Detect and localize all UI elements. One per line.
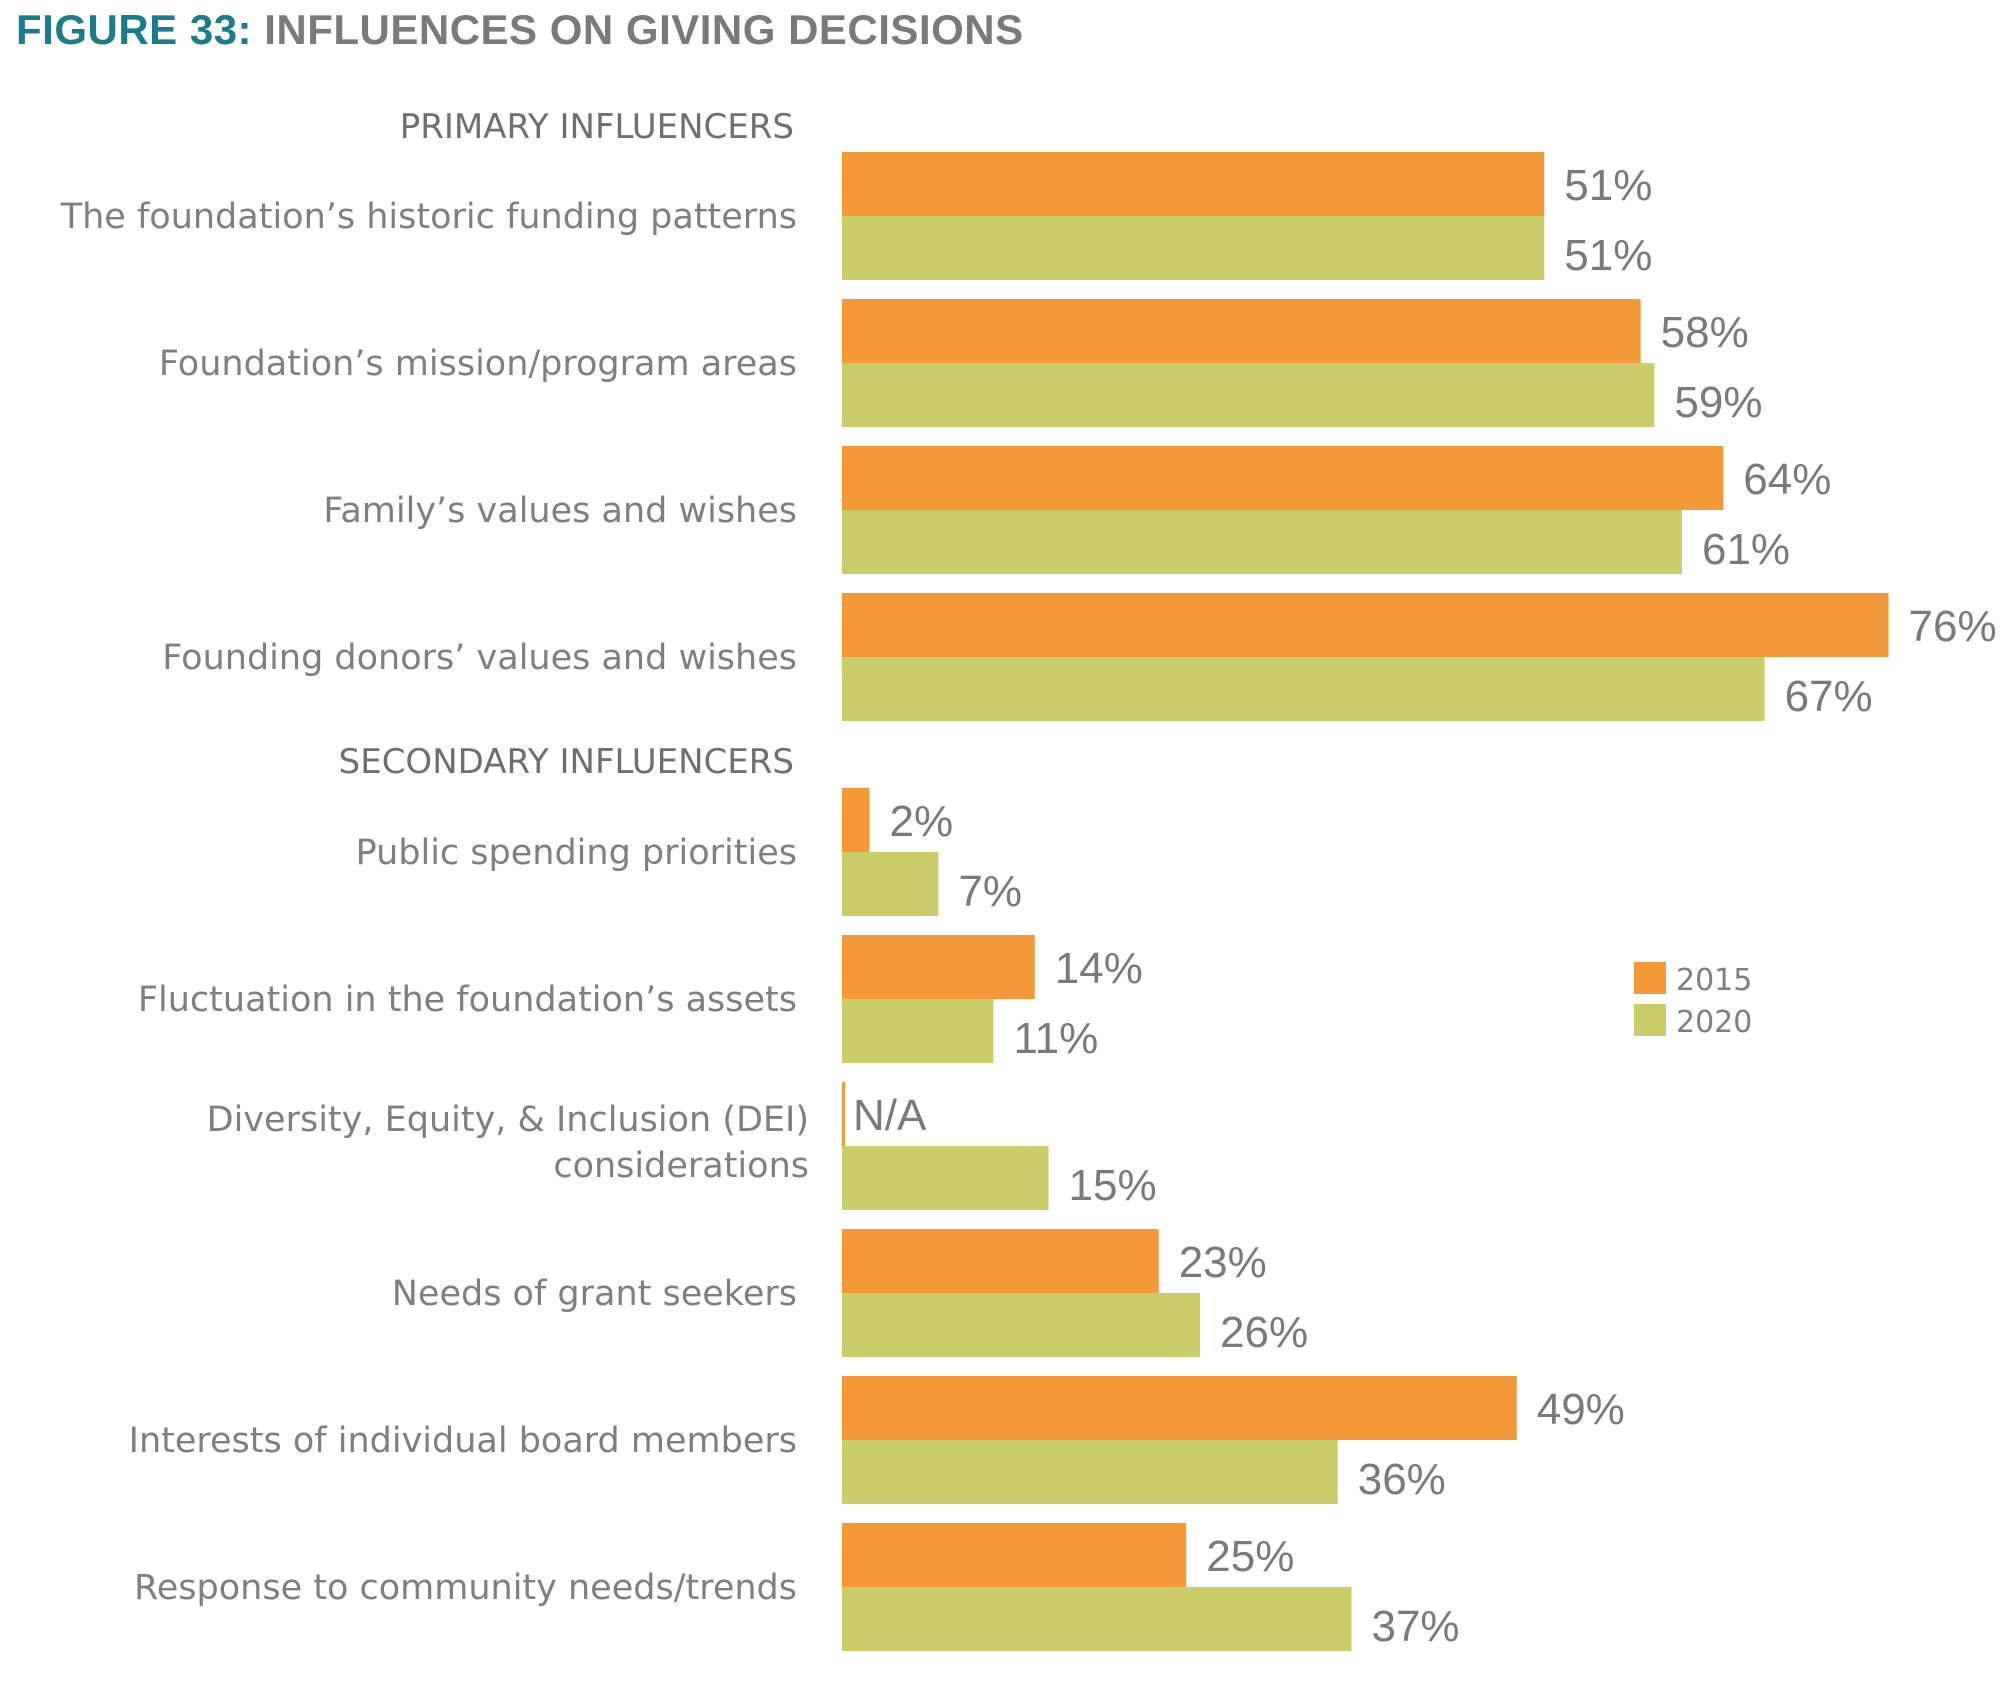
section-heading: SECONDARY INFLUENCERS <box>339 742 794 782</box>
value-label: 23% <box>1179 1238 1267 1287</box>
section-heading: PRIMARY INFLUENCERS <box>400 107 794 147</box>
category-group: Fluctuation in the foundation’s assets 14… <box>138 935 1143 1063</box>
category-group: Response to community needs/trends 25% 37% <box>134 1523 1460 1651</box>
category-label: Foundation’s mission/program areas <box>159 344 797 384</box>
category-label: Response to community needs/trends <box>134 1568 797 1608</box>
figure-title-prefix: FIGURE 33: <box>16 6 253 53</box>
value-label: 14% <box>1055 944 1143 993</box>
category-label: considerations <box>553 1146 809 1186</box>
value-label: 49% <box>1537 1385 1625 1434</box>
bar-2020 <box>842 1587 1352 1651</box>
category-group: Foundation’s mission/program areas 58% 59% <box>159 299 1763 427</box>
bar-2015 <box>842 299 1641 363</box>
figure-title: FIGURE 33: INFLUENCES ON GIVING DECISION… <box>16 6 1024 54</box>
bar-2015 <box>842 593 1889 657</box>
bar-2020 <box>842 1146 1049 1210</box>
value-label: 7% <box>958 867 1022 916</box>
category-group: Founding donors’ values and wishes 76% 67% <box>162 593 1997 721</box>
category-label: Family’s values and wishes <box>323 491 797 531</box>
category-label: Public spending priorities <box>356 833 797 873</box>
legend-label-2020: 2020 <box>1676 1005 1752 1040</box>
bar-2020 <box>842 1293 1201 1357</box>
bar-2020 <box>842 363 1655 427</box>
category-group: Family’s values and wishes 64% 61% <box>323 446 1831 574</box>
bar-2015 <box>842 788 870 852</box>
category-label: Diversity, Equity, & Inclusion (DEI) <box>207 1100 809 1140</box>
bar-2020 <box>842 510 1682 574</box>
bar-2015 <box>842 446 1724 510</box>
value-label: 61% <box>1702 525 1790 574</box>
value-label: 37% <box>1371 1602 1459 1651</box>
bar-2020 <box>842 216 1545 280</box>
category-label: Needs of grant seekers <box>392 1274 797 1314</box>
value-label: 51% <box>1564 231 1652 280</box>
value-label: N/A <box>853 1091 927 1140</box>
value-label: 15% <box>1069 1161 1157 1210</box>
legend-swatch-2015 <box>1634 962 1666 994</box>
category-group: The foundation’s historic funding patter… <box>60 152 1652 280</box>
value-label: 58% <box>1661 308 1749 357</box>
value-label: 67% <box>1785 672 1873 721</box>
bar-2020 <box>842 1440 1338 1504</box>
figure-title-text: INFLUENCES ON GIVING DECISIONS <box>264 6 1024 53</box>
legend-label-2015: 2015 <box>1676 963 1752 998</box>
value-label: 26% <box>1220 1308 1308 1357</box>
category-label: Interests of individual board members <box>129 1421 797 1461</box>
legend-swatch-2020 <box>1634 1004 1666 1036</box>
value-label: 51% <box>1564 161 1652 210</box>
bar-2020 <box>842 657 1765 721</box>
value-label: 25% <box>1206 1532 1294 1581</box>
category-group: Interests of individual board members 49%… <box>129 1376 1625 1504</box>
bar-2015 <box>842 152 1545 216</box>
value-label: 11% <box>1013 1014 1098 1063</box>
bar-2020 <box>842 852 939 916</box>
value-label: 64% <box>1743 455 1831 504</box>
bar-2015 <box>842 1082 845 1146</box>
category-group: Needs of grant seekers 23% 26% <box>392 1229 1308 1357</box>
value-label: 2% <box>890 797 954 846</box>
category-group: Diversity, Equity, & Inclusion (DEI) cons… <box>207 1082 1157 1210</box>
category-label: The foundation’s historic funding patter… <box>60 197 797 237</box>
category-label: Founding donors’ values and wishes <box>162 638 797 678</box>
value-label: 76% <box>1909 602 1997 651</box>
value-label: 59% <box>1674 378 1762 427</box>
bar-2015 <box>842 1229 1159 1293</box>
category-group: Public spending priorities 2%7% <box>356 788 1022 916</box>
legend: 2015 2020 <box>1634 962 1752 1040</box>
bar-2020 <box>842 999 994 1063</box>
value-label: 36% <box>1358 1455 1446 1504</box>
bar-2015 <box>842 1523 1187 1587</box>
category-label: Fluctuation in the foundation’s assets <box>138 980 797 1020</box>
bar-2015 <box>842 935 1035 999</box>
bar-2015 <box>842 1376 1517 1440</box>
